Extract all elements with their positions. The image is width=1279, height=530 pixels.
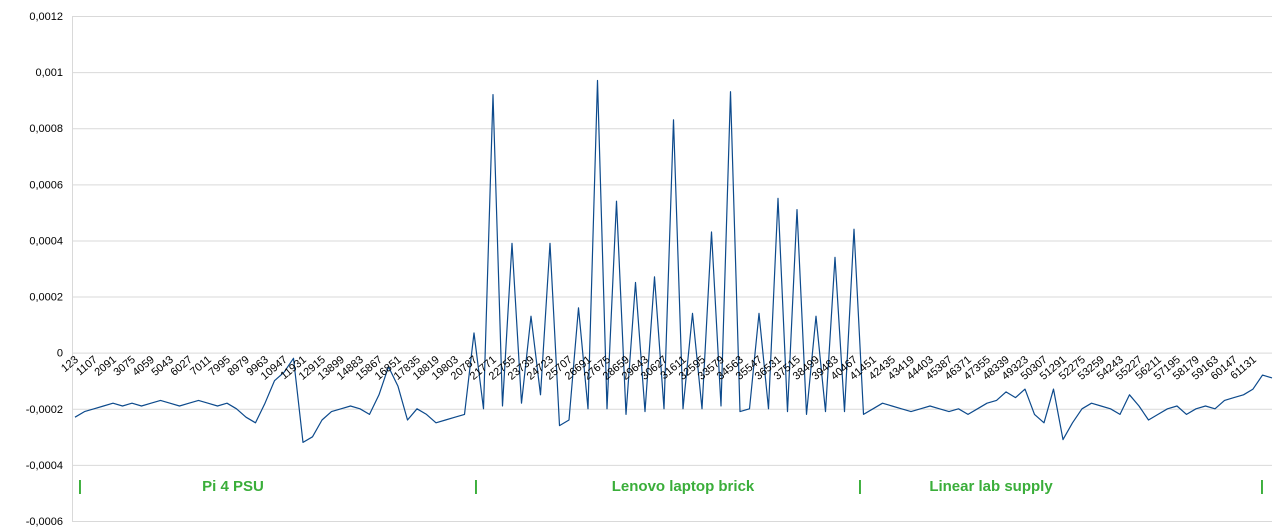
annotation: | [1260, 478, 1264, 495]
y-tick-label: -0,0004 [26, 460, 63, 472]
y-tick-label: 0 [57, 348, 63, 360]
y-tick-label: 0,0004 [29, 235, 63, 247]
annotation: Linear lab supply [929, 478, 1053, 495]
y-tick-label: 0,0008 [29, 123, 63, 135]
annotation: Lenovo laptop brick [612, 478, 755, 495]
annotation: | [78, 478, 82, 495]
annotation: | [858, 478, 862, 495]
plot [74, 79, 1273, 443]
y-tick-label: 0,0012 [29, 11, 63, 23]
y-tick-label: 0,0002 [29, 292, 63, 304]
y-tick-label: 0,001 [35, 67, 63, 79]
grid [72, 16, 1272, 522]
data-line [74, 79, 1273, 443]
y-tick-label: -0,0002 [26, 404, 63, 416]
annotation: Pi 4 PSU [202, 478, 264, 495]
annotation: | [474, 478, 478, 495]
y-tick-label: -0,0006 [26, 516, 63, 528]
y-tick-label: 0,0006 [29, 179, 63, 191]
